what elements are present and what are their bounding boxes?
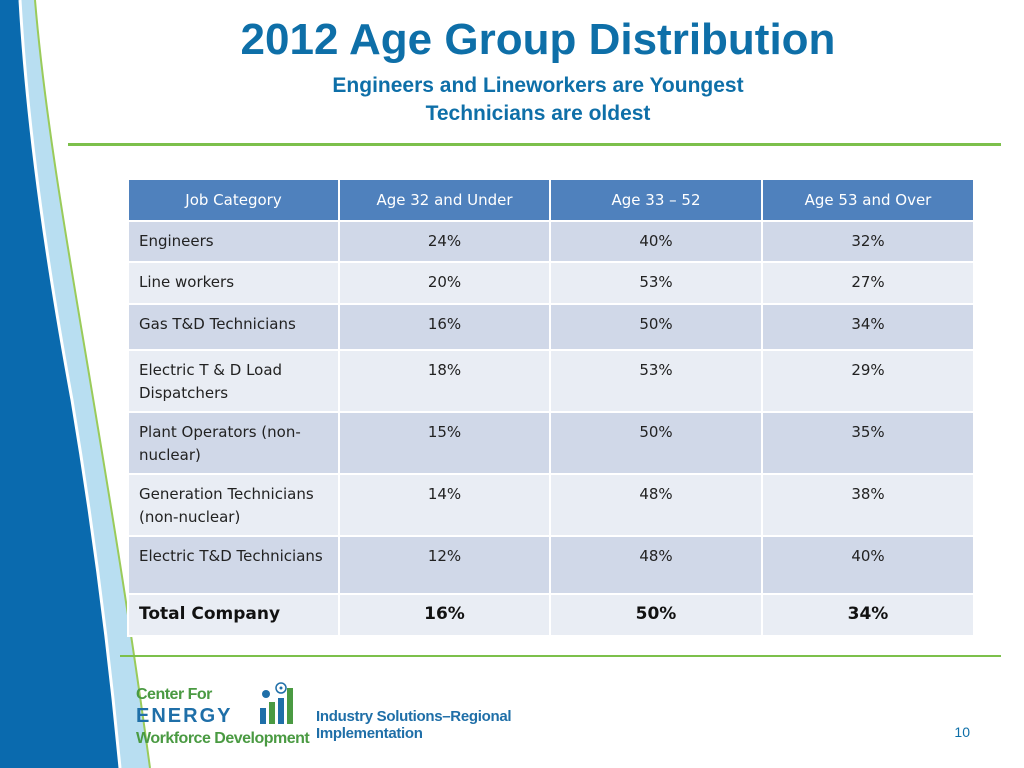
job-category-cell: Electric T & D Load Dispatchers xyxy=(127,349,340,413)
pct-cell: 12% xyxy=(338,535,551,595)
page-number: 10 xyxy=(954,724,970,740)
age-distribution-table: Job Category Age 32 and Under Age 33 – 5… xyxy=(127,178,975,637)
cewd-logo: Center For ENERGY Workforce Development … xyxy=(136,680,576,755)
job-category-cell: Electric T&D Technicians xyxy=(127,535,340,595)
table-row: Engineers 24% 40% 32% xyxy=(127,220,975,263)
pct-cell: 35% xyxy=(761,411,975,475)
table-row: Line workers 20% 53% 27% xyxy=(127,261,975,305)
total-label-cell: Total Company xyxy=(127,593,340,637)
job-category-cell: Generation Technicians (non-nuclear) xyxy=(127,473,340,537)
pct-cell: 34% xyxy=(761,593,975,637)
pct-cell: 50% xyxy=(549,303,763,351)
pct-cell: 18% xyxy=(338,349,551,413)
header-age-32-under: Age 32 and Under xyxy=(338,178,551,222)
logo-line-3: Workforce Development xyxy=(136,730,310,747)
pct-cell: 29% xyxy=(761,349,975,413)
pct-cell: 50% xyxy=(549,593,763,637)
header-age-53-over: Age 53 and Over xyxy=(761,178,975,222)
pct-cell: 27% xyxy=(761,261,975,305)
pct-cell: 40% xyxy=(761,535,975,595)
logo-line-2: ENERGY xyxy=(136,705,233,727)
pct-cell: 20% xyxy=(338,261,551,305)
job-category-cell: Plant Operators (non-nuclear) xyxy=(127,411,340,475)
energy-icon xyxy=(260,682,293,724)
table-header-row: Job Category Age 32 and Under Age 33 – 5… xyxy=(127,178,975,222)
job-category-cell: Gas T&D Technicians xyxy=(127,303,340,351)
pct-cell: 48% xyxy=(549,473,763,537)
table-row: Plant Operators (non-nuclear) 15% 50% 35… xyxy=(127,411,975,475)
pct-cell: 15% xyxy=(338,411,551,475)
header-age-33-52: Age 33 – 52 xyxy=(549,178,763,222)
job-category-cell: Engineers xyxy=(127,220,340,263)
pct-cell: 38% xyxy=(761,473,975,537)
pct-cell: 53% xyxy=(549,349,763,413)
pct-cell: 34% xyxy=(761,303,975,351)
job-category-cell: Line workers xyxy=(127,261,340,305)
pct-cell: 50% xyxy=(549,411,763,475)
pct-cell: 16% xyxy=(338,303,551,351)
subtitle-line-2: Technicians are oldest xyxy=(425,102,651,125)
bottom-divider xyxy=(120,655,1001,657)
subtitle-line-1: Engineers and Lineworkers are Youngest xyxy=(332,74,744,97)
slide-title: 2012 Age Group Distribution xyxy=(240,15,836,64)
logo-line-1: Center For xyxy=(136,686,212,703)
table-row: Electric T&D Technicians 12% 48% 40% xyxy=(127,535,975,595)
logo-tagline: Industry Solutions–Regional Implementati… xyxy=(316,708,512,742)
pct-cell: 53% xyxy=(549,261,763,305)
pct-cell: 14% xyxy=(338,473,551,537)
pct-cell: 16% xyxy=(338,593,551,637)
pct-cell: 40% xyxy=(549,220,763,263)
table-row: Generation Technicians (non-nuclear) 14%… xyxy=(127,473,975,537)
table-row: Gas T&D Technicians 16% 50% 34% xyxy=(127,303,975,351)
slide-subtitle: Engineers and Lineworkers are Youngest T… xyxy=(130,72,946,128)
pct-cell: 32% xyxy=(761,220,975,263)
pct-cell: 48% xyxy=(549,535,763,595)
total-row: Total Company 16% 50% 34% xyxy=(127,593,975,637)
header-job-category: Job Category xyxy=(127,178,340,222)
top-divider xyxy=(68,143,1001,146)
table-row: Electric T & D Load Dispatchers 18% 53% … xyxy=(127,349,975,413)
pct-cell: 24% xyxy=(338,220,551,263)
